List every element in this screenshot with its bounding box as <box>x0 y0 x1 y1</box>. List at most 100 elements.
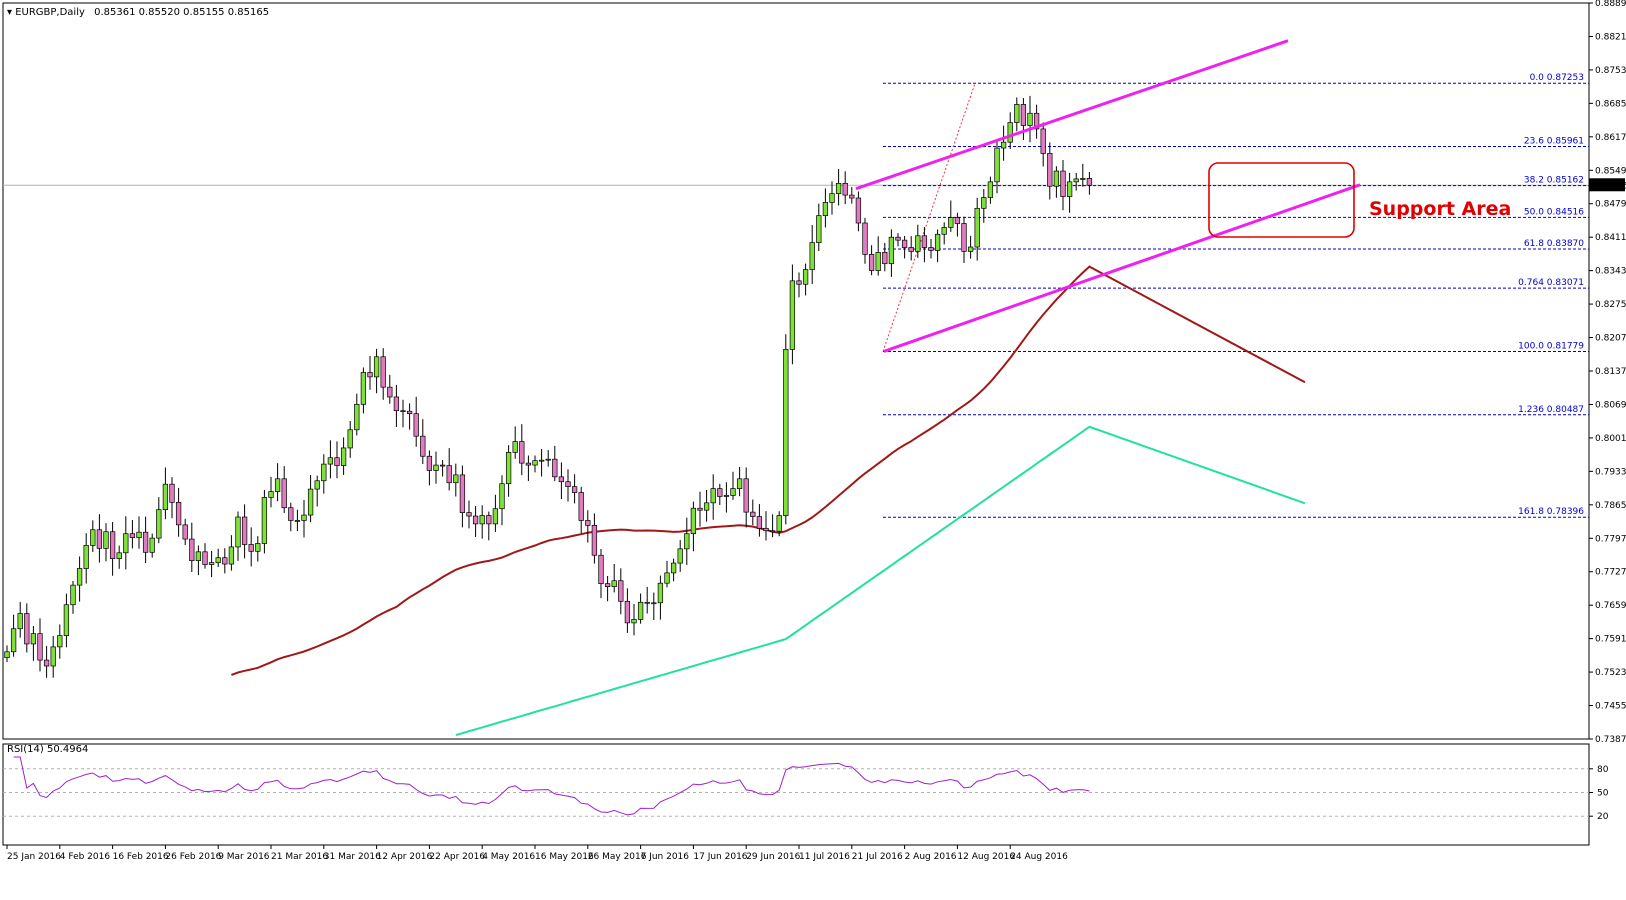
candle-body <box>677 548 683 564</box>
candle-body <box>532 460 538 466</box>
candlestick <box>433 451 439 484</box>
candle-body <box>387 386 393 398</box>
candlestick <box>96 514 103 563</box>
candle-body <box>354 403 360 431</box>
candle-body <box>109 531 116 560</box>
candle-body <box>948 217 954 228</box>
candlestick <box>578 486 584 534</box>
candle-body <box>116 552 122 560</box>
x-tick-label: 26 May 2016 <box>588 852 647 862</box>
candle-body <box>585 520 591 526</box>
candle-body <box>123 533 129 554</box>
candle-body <box>717 488 723 497</box>
candle-body <box>472 515 479 525</box>
candle-body <box>255 543 261 552</box>
candlestick <box>189 522 195 573</box>
candle-body <box>426 455 433 471</box>
candle-body <box>796 280 802 285</box>
candlestick <box>129 520 136 549</box>
candle-body <box>690 507 697 535</box>
candle-body <box>235 516 241 548</box>
candlestick <box>149 533 155 558</box>
candlestick <box>103 523 109 562</box>
candlestick <box>783 334 789 525</box>
candlestick <box>116 545 122 569</box>
candlestick <box>657 575 664 620</box>
candle-body <box>406 410 413 414</box>
candlestick <box>624 588 631 633</box>
candle-body <box>1047 153 1053 187</box>
rsi-panel <box>3 756 1589 817</box>
candlestick <box>1007 112 1013 149</box>
candlestick <box>446 448 452 491</box>
candlestick <box>360 367 367 414</box>
candlestick <box>525 455 532 482</box>
candle-body <box>730 488 736 496</box>
candle-body <box>750 511 756 517</box>
candlestick <box>208 550 215 578</box>
candlestick <box>538 448 545 477</box>
dropdown-arrow-icon[interactable]: ▾ <box>7 7 15 18</box>
candlestick <box>156 497 162 544</box>
candle-body <box>433 464 439 471</box>
candle-body <box>1020 104 1027 126</box>
candle-body <box>4 651 10 659</box>
candlestick <box>76 556 83 602</box>
x-tick-label: 26 Feb 2016 <box>165 852 221 862</box>
candle-body <box>697 507 703 511</box>
candle-body <box>842 182 848 196</box>
candlestick <box>928 238 934 259</box>
candle-body <box>70 584 76 606</box>
candlestick <box>472 505 479 538</box>
candle-body <box>591 525 598 556</box>
candle-body <box>802 269 809 285</box>
candle-body <box>598 554 604 585</box>
candlestick <box>321 454 327 494</box>
candlestick <box>849 186 855 204</box>
candle-body <box>50 646 56 667</box>
candlestick <box>637 593 644 624</box>
candlestick <box>835 169 842 206</box>
candlestick <box>994 138 1000 194</box>
candle-body <box>182 524 188 540</box>
candle-body <box>1040 128 1046 154</box>
candle-body <box>1086 178 1093 186</box>
candle-body <box>703 502 710 511</box>
candlestick <box>486 511 492 541</box>
candlestick <box>842 171 848 205</box>
candle-body <box>90 529 96 546</box>
candlestick <box>413 396 419 447</box>
x-tick-label: 22 Apr 2016 <box>429 852 485 862</box>
candlestick <box>215 548 221 568</box>
candlestick <box>175 487 182 537</box>
candlestick <box>934 229 941 263</box>
candlestick <box>162 467 169 520</box>
candle-body <box>875 252 881 271</box>
candle-body <box>466 512 472 517</box>
candle-body <box>439 464 446 467</box>
candlestick <box>558 462 565 500</box>
candlestick <box>142 516 149 564</box>
candlestick <box>670 558 677 582</box>
candle-body <box>195 551 202 561</box>
candle-body <box>644 601 650 604</box>
candle-body <box>1014 104 1020 123</box>
candle-body <box>248 544 254 552</box>
candle-body <box>453 474 459 484</box>
candle-body <box>888 236 895 265</box>
x-tick-label: 16 Feb 2016 <box>113 852 169 862</box>
candlestick <box>677 540 683 572</box>
candlestick <box>644 586 650 614</box>
candle-body <box>783 349 789 516</box>
candlestick <box>710 474 716 520</box>
candlestick <box>565 469 571 502</box>
candlestick <box>466 500 472 529</box>
candle-body <box>934 233 941 251</box>
candle-body <box>175 501 182 526</box>
candlestick <box>664 560 670 588</box>
